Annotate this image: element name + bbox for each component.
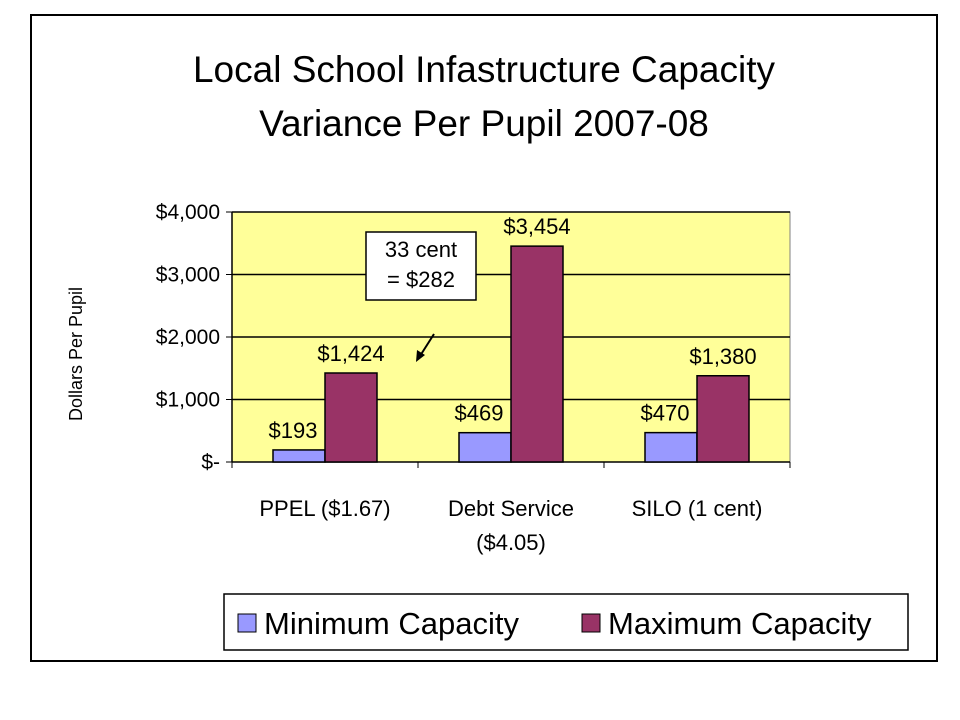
legend-box [223, 593, 909, 651]
x-category-label: ($4.05) [476, 530, 546, 555]
legend-swatch-minimum [237, 613, 257, 633]
legend: Minimum Capacity Maximum Capacity [223, 593, 909, 651]
x-category-label: SILO (1 cent) [632, 496, 763, 521]
x-category-label: PPEL ($1.67) [259, 496, 390, 521]
annotation-text: 33 cent [385, 237, 457, 262]
legend-swatch-maximum [581, 613, 601, 633]
bar-minimum-capacity [272, 449, 326, 463]
bar-minimum-capacity [644, 431, 698, 463]
data-label: $3,454 [503, 214, 570, 239]
plot-area: $- $1,000 $2,000 $3,000 $4,000 $193 $1,424 PPEL… [156, 201, 791, 555]
data-label: $469 [455, 401, 504, 426]
bar-maximum-capacity [696, 375, 750, 463]
chart-title-line-1: Local School Infastructure Capacity [193, 49, 776, 90]
y-axis-label: Dollars Per Pupil [66, 287, 86, 421]
annotation-arrow-head [416, 350, 425, 362]
legend-label-minimum: Minimum Capacity [264, 606, 519, 641]
y-tick-label: $1,000 [156, 389, 220, 412]
bar-minimum-capacity [458, 431, 512, 463]
y-tick-label: $- [201, 451, 220, 474]
x-category-label: Debt Service [448, 496, 574, 521]
annotation-box [365, 231, 477, 301]
y-tick-label: $3,000 [156, 264, 220, 287]
data-label: $193 [269, 418, 318, 443]
chart-frame: Local School Infastructure Capacity Vari… [30, 14, 938, 662]
y-tick-label: $2,000 [156, 326, 220, 349]
bar-maximum-capacity [324, 372, 378, 463]
annotation-text: = $282 [387, 267, 455, 292]
data-label: $1,380 [689, 344, 756, 369]
annotation-arrow-line [419, 333, 435, 357]
legend-label-maximum: Maximum Capacity [608, 606, 872, 641]
chart-title-line-2: Variance Per Pupil 2007-08 [259, 103, 709, 144]
data-label: $1,424 [317, 341, 384, 366]
chart-svg: Local School Infastructure Capacity Vari… [66, 49, 909, 651]
chart-title: Local School Infastructure Capacity Vari… [193, 49, 776, 144]
bar-maximum-capacity [510, 245, 564, 463]
y-tick-label: $4,000 [156, 201, 220, 224]
data-label: $470 [641, 401, 690, 426]
